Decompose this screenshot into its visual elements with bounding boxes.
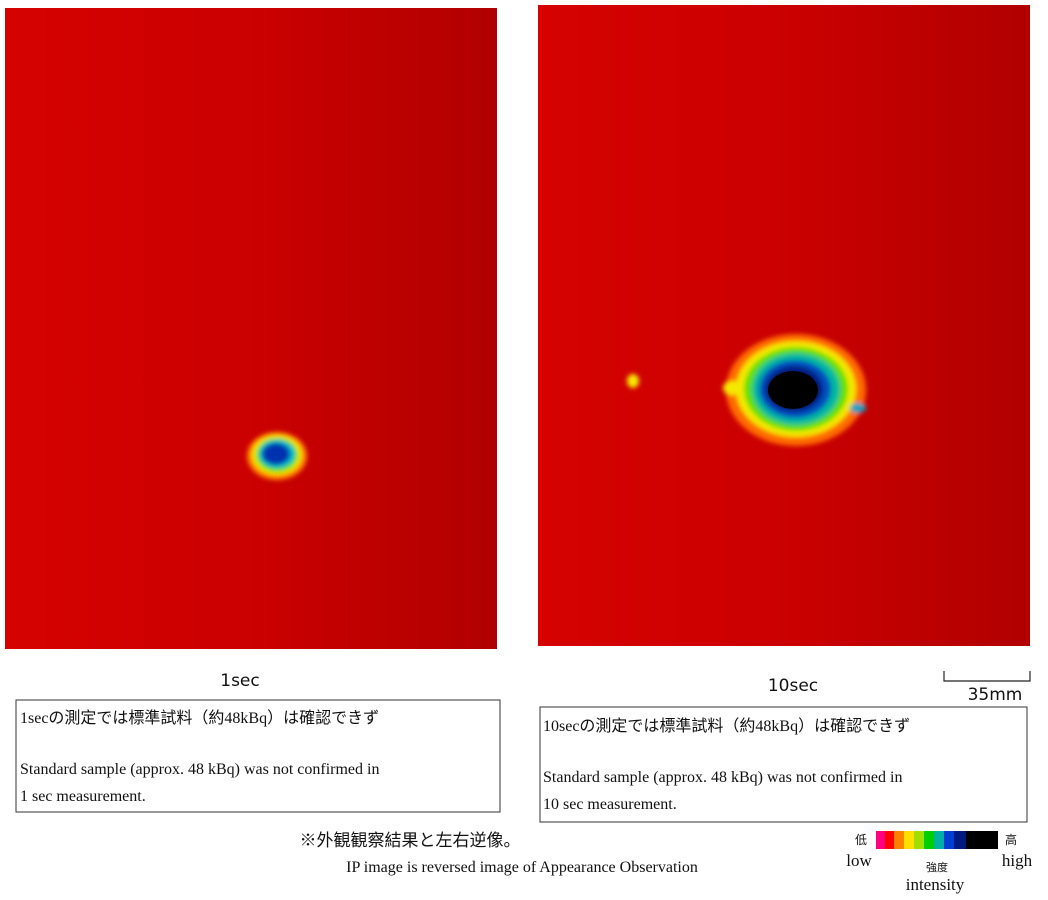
legend-low-ja: 低 bbox=[855, 833, 867, 847]
legend-high: high bbox=[1002, 851, 1033, 870]
caption-en: 10 sec measurement. bbox=[543, 796, 677, 813]
note-en: IP image is reversed image of Appearance… bbox=[346, 859, 698, 876]
caption-ja: 10secの測定では標準試料（約48kBq）は確認できず bbox=[543, 717, 910, 735]
caption-box bbox=[15, 699, 501, 813]
legend-label-ja: 強度 bbox=[926, 860, 948, 874]
intensity-colorbar bbox=[876, 831, 998, 849]
ip-image-1sec bbox=[5, 8, 497, 649]
ip-image-10sec bbox=[538, 5, 1030, 646]
scale-bar-label: 35mm bbox=[968, 685, 1023, 705]
panel-label: 10sec bbox=[768, 676, 818, 696]
caption-en: Standard sample (approx. 48 kBq) was not… bbox=[543, 769, 902, 786]
note-ja: ※外観観察結果と左右逆像。 bbox=[300, 831, 521, 850]
scale-bar bbox=[943, 671, 1031, 682]
legend-label: intensity bbox=[906, 875, 965, 894]
legend-high-ja: 高 bbox=[1005, 832, 1017, 847]
legend-low: low bbox=[846, 851, 872, 870]
caption-en: Standard sample (approx. 48 kBq) was not… bbox=[20, 761, 379, 778]
caption-en: 1 sec measurement. bbox=[20, 788, 146, 805]
panel-label: 1sec bbox=[220, 671, 259, 691]
caption-box bbox=[539, 706, 1028, 823]
caption-ja: 1secの測定では標準試料（約48kBq）は確認できず bbox=[20, 709, 379, 727]
